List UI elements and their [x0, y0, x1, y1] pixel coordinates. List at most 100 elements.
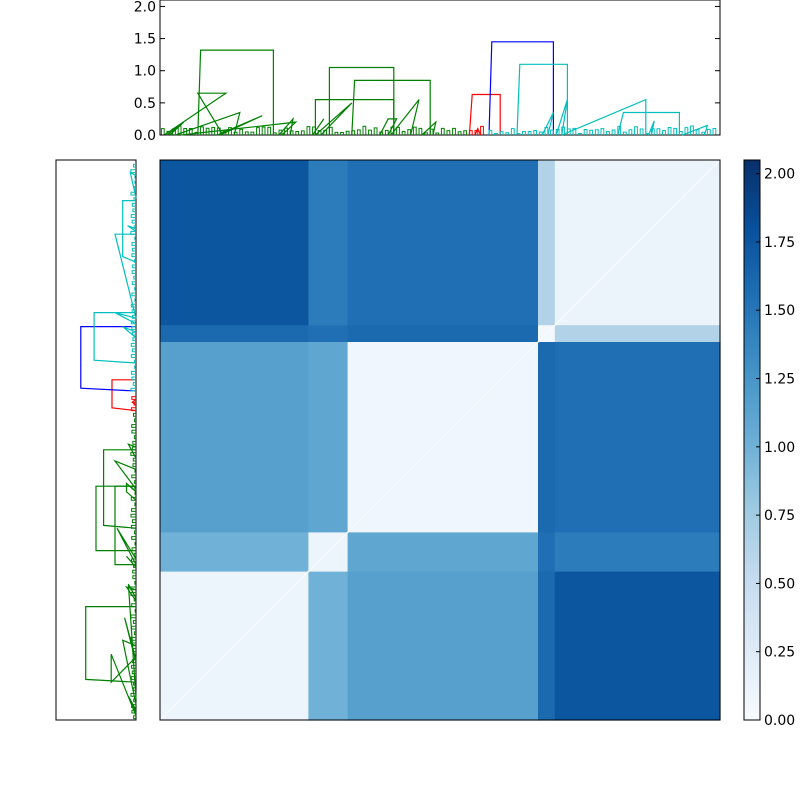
left-dendrogram-leaf-link [130, 387, 136, 392]
left-dendrogram-leaf-link [131, 603, 136, 608]
left-dendrogram-leaf-link [134, 174, 136, 179]
top-dendrogram-leaf-link [600, 128, 605, 135]
left-dendrogram-leaf-link [131, 270, 136, 274]
top-dendrogram-leaf-link [673, 127, 678, 135]
top-dendrogram-leaf-link [177, 125, 182, 135]
left-dendrogram-leaf-link [132, 331, 136, 336]
left-dendrogram-leaf-link [134, 236, 136, 241]
colorbar-frame [743, 159, 761, 721]
left-dendrogram-leaf-link [133, 681, 136, 686]
left-dendrogram-leaf-link [131, 348, 136, 353]
top-dendrogram-link [681, 124, 709, 136]
left-dendrogram-leaf-link [134, 502, 136, 507]
top-dendrogram-leaf-link [550, 129, 554, 135]
heatmap-cell-block [160, 325, 309, 343]
top-dendrogram-leaf-link [656, 128, 661, 135]
left-dendrogram-leaf-link [133, 359, 136, 364]
left-dendrogram-leaf-link [133, 258, 136, 263]
top-dendrogram-leaf-link [233, 131, 238, 135]
heatmap-cell-block [160, 160, 309, 326]
left-dendrogram-leaf-link [134, 180, 136, 185]
left-dendrogram-link [116, 527, 137, 565]
left-dendrogram-leaf-link [133, 163, 136, 168]
top-dendrogram-leaf-link [634, 126, 638, 135]
left-dendrogram-leaf-link [130, 636, 136, 641]
left-dendrogram-leaf-link [133, 197, 136, 202]
top-dendrogram-leaf-link [166, 130, 171, 135]
left-dendrogram-leaf-link [131, 670, 136, 675]
top-dendrogram-leaf-link [606, 130, 610, 135]
left-dendrogram-leaf-link [132, 575, 136, 580]
left-dendrogram-link [111, 379, 137, 412]
top-dendrogram-tick-label: 1.5 [134, 32, 156, 48]
top-dendrogram-link [197, 49, 274, 136]
top-dendrogram-leaf-link [457, 131, 462, 135]
heatmap-cells [159, 159, 721, 721]
heatmap-cell-block [308, 342, 349, 533]
top-dendrogram-leaf-link [278, 129, 283, 135]
heatmap-cell-block [308, 325, 349, 343]
colorbar-tick-label: 1.75 [764, 235, 795, 251]
top-dendrogram-leaf-link [611, 129, 616, 135]
top-dendrogram-leaf-link [706, 128, 711, 135]
top-dendrogram-link [315, 102, 353, 136]
top-dendrogram-link [217, 115, 263, 136]
left-dendrogram-leaf-link [133, 698, 136, 703]
left-dendrogram-leaf-link [130, 342, 136, 347]
top-dendrogram-leaf-link [463, 130, 468, 135]
left-dendrogram-leaf-link [133, 435, 136, 440]
top-dendrogram-leaf-link [505, 132, 510, 135]
top-dendrogram-leaf-link [183, 127, 188, 135]
top-dendrogram-leaf-link [244, 131, 249, 135]
colorbar-tick-label: 1.50 [764, 303, 795, 319]
left-dendrogram-link [127, 443, 137, 459]
left-dendrogram-leaf-link [133, 225, 136, 230]
left-dendrogram-leaf-link [130, 592, 136, 596]
left-dendrogram-link [102, 449, 137, 529]
left-dendrogram-leaf-link [131, 376, 136, 381]
left-dendrogram-leaf-link [133, 552, 136, 557]
top-dendrogram-leaf-link [368, 129, 372, 135]
left-dendrogram-leaf-link [131, 508, 136, 512]
top-dendrogram-leaf-link [306, 126, 311, 135]
top-dendrogram-leaf-link [435, 132, 440, 135]
heatmap-cell-block [554, 325, 721, 343]
top-dendrogram-link [488, 41, 555, 136]
top-dendrogram-tick-label: 1.0 [134, 64, 156, 80]
top-dendrogram-leaf-link [533, 129, 538, 135]
top-dendrogram-link [474, 127, 482, 136]
top-dendrogram-leaf-link [396, 126, 400, 135]
top-dendrogram-leaf-link [488, 129, 493, 135]
left-dendrogram-leaf-link [131, 664, 136, 669]
top-dendrogram-leaf-link [555, 129, 560, 135]
heatmap-cell-block [308, 571, 349, 721]
left-dendrogram-leaf-link [132, 463, 136, 468]
top-dendrogram-leaf-link [639, 128, 644, 135]
top-dendrogram-leaf-link [522, 131, 526, 135]
left-dendrogram-leaf-link [131, 242, 136, 246]
left-dendrogram-leaf-link [131, 326, 136, 330]
top-dendrogram-leaf-link [538, 131, 543, 135]
left-dendrogram-link [127, 583, 137, 700]
left-dendrogram-leaf-link [131, 281, 136, 286]
left-dendrogram-leaf-link [131, 429, 136, 434]
left-dendrogram-leaf-link [130, 214, 136, 218]
left-dendrogram-leaf-link [132, 620, 136, 624]
heatmap-cell-block [347, 532, 539, 573]
left-dendrogram-link [122, 326, 137, 339]
top-dendrogram-leaf-link [480, 125, 484, 135]
left-dendrogram-leaf-link [134, 631, 136, 636]
left-dendrogram-leaf-link [132, 569, 136, 574]
colorbar-tick-label: 0.75 [764, 508, 795, 524]
left-dendrogram-leaf-link [130, 586, 136, 591]
left-dendrogram-leaf-link [132, 519, 136, 524]
left-dendrogram-leaf-link [134, 541, 136, 546]
left-dendrogram-link [114, 233, 137, 319]
top-dendrogram-leaf-link [261, 126, 266, 135]
left-dendrogram-leaf-link [130, 354, 136, 358]
left-dendrogram-link [80, 326, 137, 392]
top-dendrogram-leaf-link [499, 131, 504, 135]
top-dendrogram-leaf-link [272, 132, 277, 135]
left-dendrogram-leaf-link [134, 480, 136, 484]
